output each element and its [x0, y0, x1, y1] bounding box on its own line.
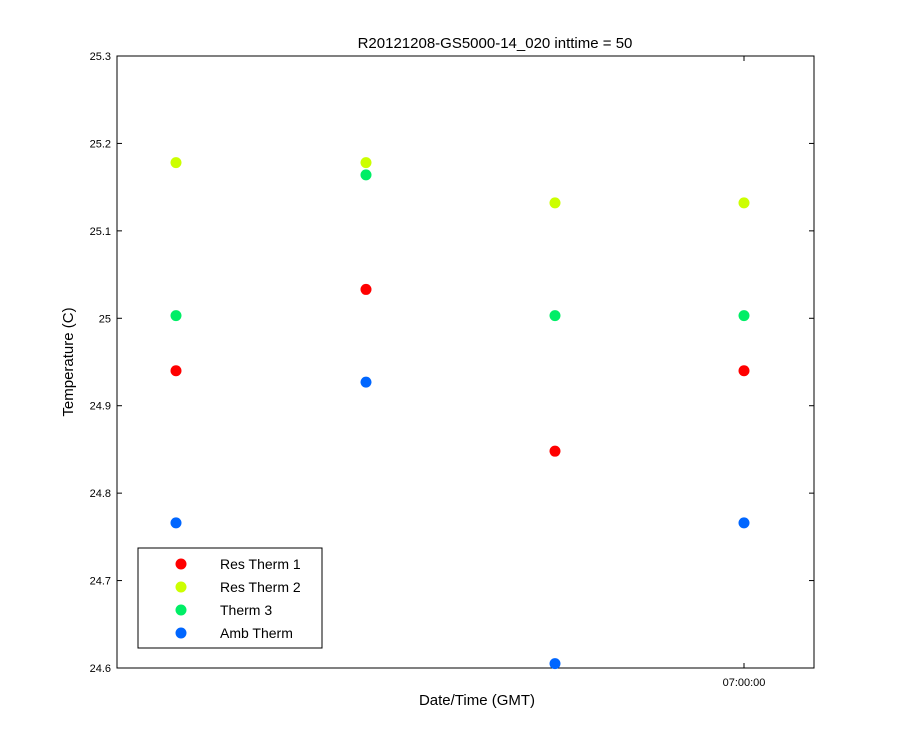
point-amb-therm	[360, 376, 372, 388]
chart-title: R20121208-GS5000-14_020 inttime = 50	[358, 35, 633, 52]
x-axis: 07:00:00	[723, 56, 766, 689]
point-res-therm-2	[360, 157, 372, 169]
point-therm-3	[170, 310, 182, 322]
legend-marker	[175, 581, 187, 593]
point-therm-3	[549, 310, 561, 322]
y-axis: 24.6 24.7 24.8 24.9 25 25.1 25.2 25.3	[90, 51, 814, 675]
y-tick-label: 25.2	[90, 138, 111, 150]
point-res-therm-2	[738, 197, 750, 209]
point-res-therm-1	[738, 365, 750, 377]
legend-label: Amb Therm	[220, 625, 293, 641]
x-tick-label: 07:00:00	[723, 677, 766, 689]
legend-marker	[175, 627, 187, 639]
point-therm-3	[738, 310, 750, 322]
y-tick-label: 24.6	[90, 663, 111, 675]
legend-box	[137, 547, 323, 649]
legend-label: Therm 3	[220, 602, 272, 618]
y-tick-label: 25	[99, 313, 111, 325]
y-tick-label: 24.7	[90, 576, 111, 588]
plot-area-frame	[116, 55, 815, 669]
y-tick-label: 24.9	[90, 401, 111, 413]
legend-label: Res Therm 1	[220, 556, 301, 572]
point-therm-3	[360, 169, 372, 181]
y-tick-label: 25.1	[90, 226, 111, 238]
x-axis-label: Date/Time (GMT)	[419, 692, 535, 709]
point-res-therm-1	[549, 445, 561, 457]
y-axis-label: Temperature (C)	[60, 307, 77, 416]
y-tick-label: 25.3	[90, 51, 111, 63]
point-amb-therm	[549, 658, 561, 670]
point-amb-therm	[738, 517, 750, 529]
point-res-therm-2	[170, 157, 182, 169]
y-tick-label: 24.8	[90, 488, 111, 500]
legend-marker	[175, 604, 187, 616]
legend-marker	[175, 558, 187, 570]
data-points	[170, 157, 750, 670]
point-res-therm-1	[360, 283, 372, 295]
point-amb-therm	[170, 517, 182, 529]
point-res-therm-2	[549, 197, 561, 209]
point-res-therm-1	[170, 365, 182, 377]
legend-label: Res Therm 2	[220, 579, 301, 595]
legend: Res Therm 1 Res Therm 2 Therm 3 Amb Therm	[137, 547, 323, 649]
